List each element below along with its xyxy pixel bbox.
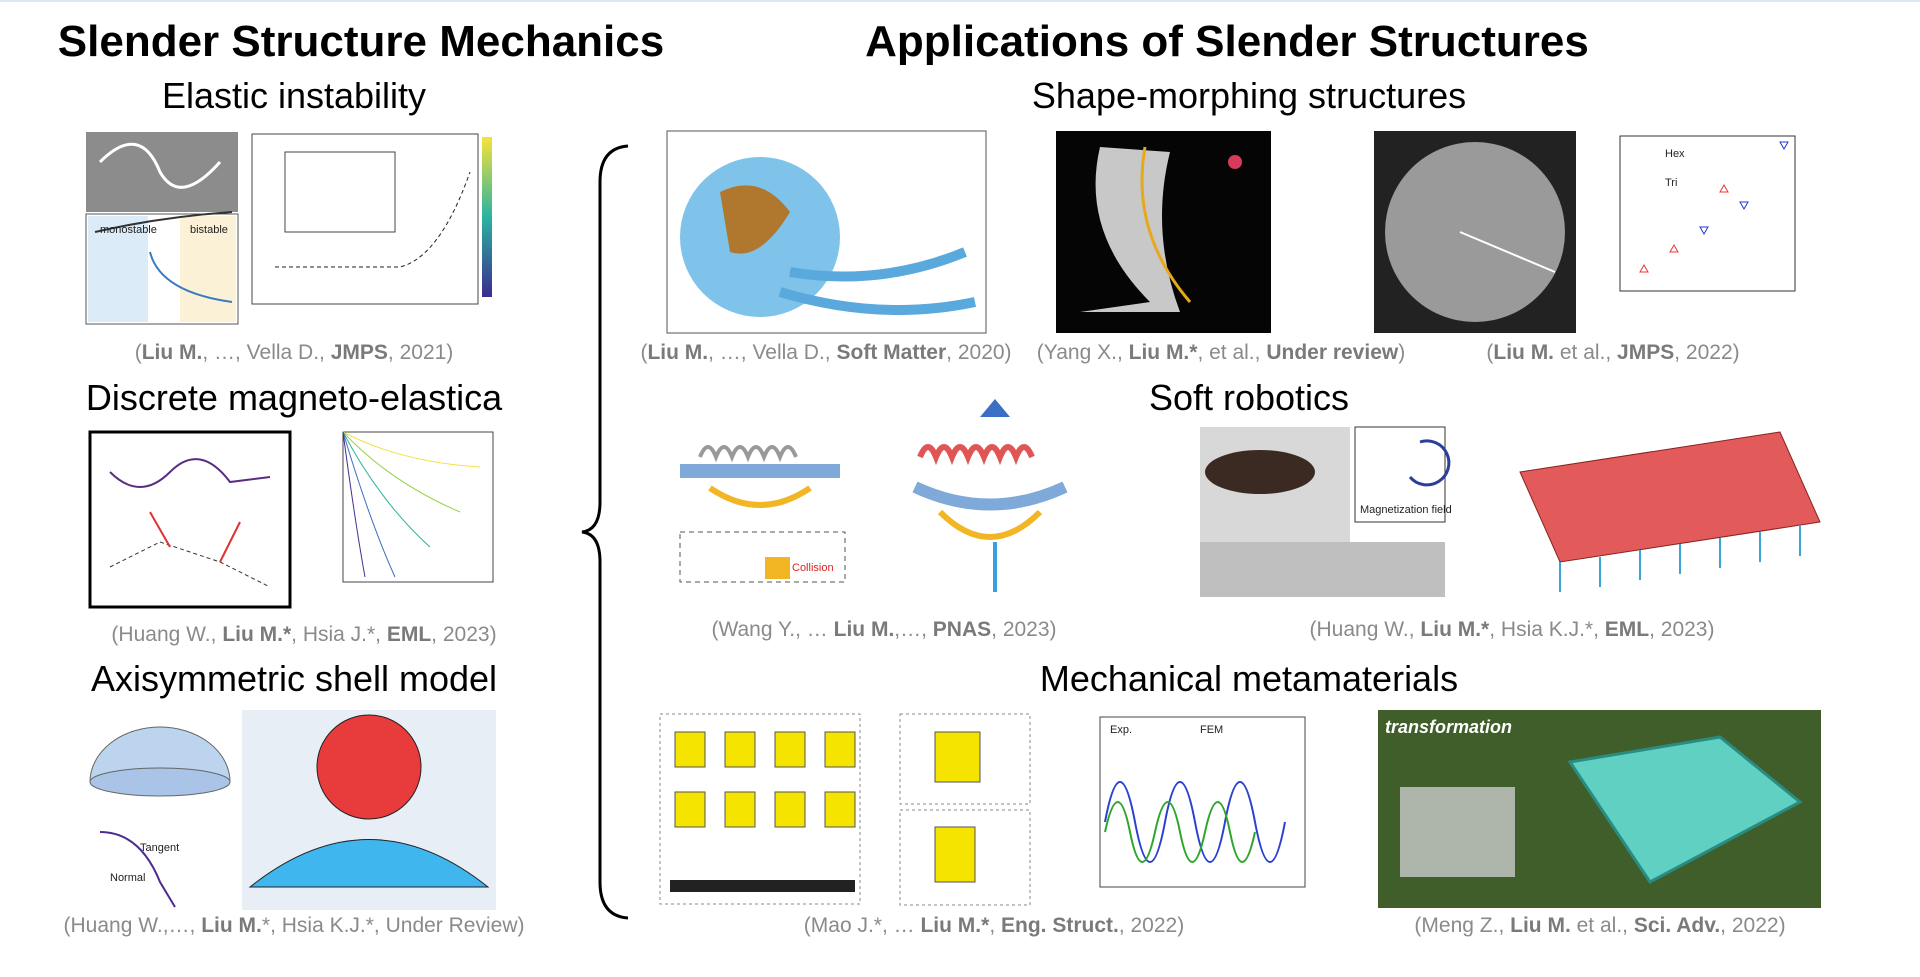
citation-part: (Mao J.*, …: [803, 914, 921, 937]
citation-part: , 2022): [1720, 914, 1786, 937]
figure-label: FEM: [1200, 724, 1224, 736]
citation-part: , …, Vella D.,: [708, 341, 837, 364]
citation-part: Liu M.*: [222, 623, 292, 646]
citation-part: *, Hsia K.J.*, Under Review): [261, 914, 525, 937]
citation-part: , 2022): [1674, 341, 1740, 364]
citation-part: (Meng Z.,: [1414, 914, 1511, 937]
heading: Shape-morphing structures: [1031, 75, 1467, 116]
section-title: Applications of Slender Structures: [865, 17, 1589, 66]
figure-axisymmetric-shell: [89, 710, 496, 910]
citation-part: (Yang X.,: [1036, 341, 1129, 364]
citation-part: , 2023): [1649, 618, 1715, 641]
citation-part: Liu M.: [201, 914, 262, 937]
citation: (Huang W.,…, Liu M.*, Hsia K.J.*, Under …: [64, 914, 525, 938]
section-title: Slender Structure Mechanics: [57, 17, 665, 66]
heading: Soft robotics: [1148, 377, 1350, 418]
citation-part: (Wang Y., …: [711, 618, 834, 641]
citation-part: (: [134, 341, 142, 364]
citation: (Meng Z., Liu M. et al., Sci. Adv., 2022…: [1414, 914, 1785, 938]
figure-soft-robotics: [679, 399, 1821, 597]
citation: (Wang Y., … Liu M.,…, PNAS, 2023): [711, 618, 1056, 642]
citation: (Huang W., Liu M.*, Hsia J.*, EML, 2023): [111, 623, 496, 647]
citation-part: , 2020): [946, 341, 1012, 364]
citation-part: Under review: [1266, 341, 1399, 364]
figure-label: Tri: [1665, 177, 1678, 189]
figure-label: Exp.: [1110, 724, 1133, 736]
citation-part: et al.,: [1554, 341, 1618, 364]
figure-metamaterials: [659, 710, 1821, 908]
citation-part: , 2021): [387, 341, 454, 364]
citation-part: , 2023): [991, 618, 1057, 641]
figure-label: Normal: [110, 872, 146, 884]
citation-part: (: [640, 341, 648, 364]
figure-label: Collision: [792, 562, 834, 574]
figure-label: monostable: [100, 224, 157, 236]
citation-part: (Huang W.,…,: [63, 914, 202, 937]
citation: (Liu M., …, Vella D., JMPS, 2021): [135, 341, 454, 365]
citation: (Mao J.*, … Liu M.*, Eng. Struct., 2022): [804, 914, 1184, 938]
citation-part: , 2022): [1118, 914, 1185, 937]
heading: Discrete magneto-elastica: [85, 377, 503, 418]
heading: Axisymmetric shell model: [90, 658, 498, 699]
citation-part: , …, Vella D.,: [202, 341, 331, 364]
citation-part: ): [1398, 341, 1406, 364]
figure-label: Tangent: [140, 842, 180, 854]
citation: (Liu M., …, Vella D., Soft Matter, 2020): [640, 341, 1011, 365]
citation-part: Eng. Struct.: [1000, 914, 1119, 937]
figure-label: transformation: [1385, 717, 1513, 737]
citation-part: Soft Matter: [836, 341, 947, 364]
citation-part: Liu M.*: [920, 914, 990, 937]
citation-part: (Huang W.,: [1309, 618, 1421, 641]
citation-part: et al.,: [1570, 914, 1634, 937]
brace: [581, 144, 629, 920]
figure-shape-morphing: [666, 130, 1796, 334]
citation-part: Liu M.: [141, 341, 203, 364]
citation-part: Liu M.: [1510, 914, 1571, 937]
citation-part: , et al.,: [1197, 341, 1267, 364]
citation-part: ,: [989, 914, 1001, 937]
figure-elastic-instability: [85, 132, 492, 325]
citation-part: EML: [386, 623, 432, 646]
citation-part: JMPS: [330, 341, 388, 364]
citation-part: (Huang W.,: [111, 623, 223, 646]
heading: Elastic instability: [161, 75, 427, 116]
citation: (Huang W., Liu M.*, Hsia K.J.*, EML, 202…: [1310, 618, 1715, 642]
citation-part: , Hsia K.J.*,: [1489, 618, 1605, 641]
figure-label: Hex: [1665, 148, 1685, 160]
citation-part: ,…,: [894, 618, 933, 641]
figure-label: Magnetization field: [1360, 504, 1452, 516]
citation-part: , Hsia J.*,: [291, 623, 387, 646]
heading: Mechanical metamaterials: [1039, 658, 1459, 699]
citation-part: EML: [1604, 618, 1650, 641]
citation: (Yang X., Liu M.*, et al., Under review): [1037, 341, 1405, 365]
citation-part: Liu M.: [647, 341, 709, 364]
citation-part: Liu M.*: [1420, 618, 1490, 641]
citation-part: Liu M.*: [1128, 341, 1198, 364]
citation-part: Liu M.: [1493, 341, 1555, 364]
citation-part: Liu M.: [833, 618, 895, 641]
citation-part: , 2023): [431, 623, 497, 646]
citation-part: PNAS: [932, 618, 992, 641]
citation-part: JMPS: [1617, 341, 1675, 364]
citation-part: Sci. Adv.: [1633, 914, 1721, 937]
citation-part: (: [1486, 341, 1494, 364]
figure-label: bistable: [190, 224, 228, 236]
figure-magneto-elastica: [88, 430, 494, 609]
citation: (Liu M. et al., JMPS, 2022): [1486, 341, 1739, 365]
